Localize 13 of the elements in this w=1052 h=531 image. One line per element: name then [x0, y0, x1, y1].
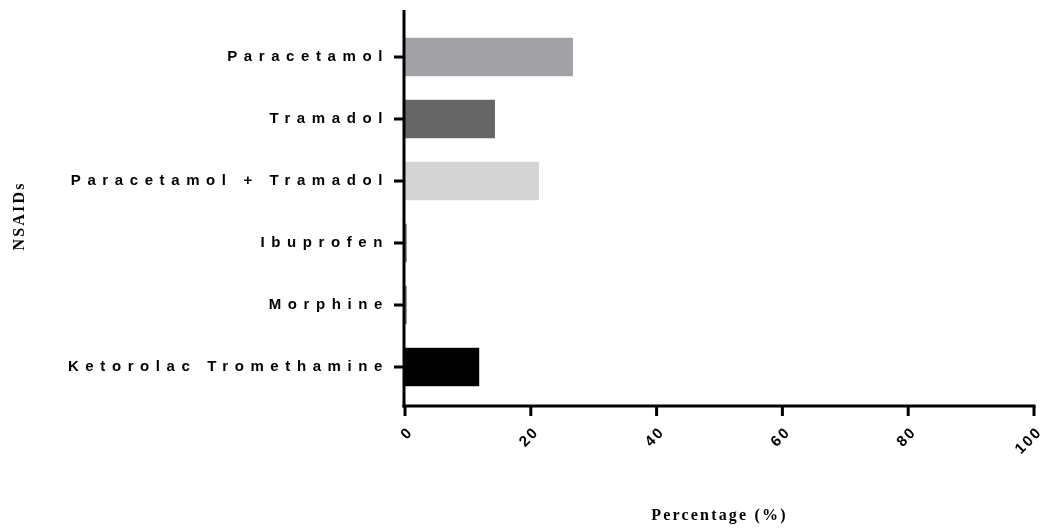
x-tick-label: 60	[766, 422, 794, 450]
x-axis-title: Percentage (%)	[651, 506, 788, 524]
x-tick-label: 0	[396, 422, 416, 443]
y-tick-label: Ketorolac Tromethamine	[67, 356, 389, 374]
x-tick-label: 40	[640, 422, 668, 450]
x-tick-label: 20	[515, 422, 542, 450]
y-axis-title: NSAIDs	[10, 181, 27, 251]
y-tick-label: Paracetamol + Tramadol	[70, 170, 389, 188]
y-tick-label: Morphine	[268, 294, 389, 312]
y-tick-label: Ibuprofen	[260, 232, 389, 250]
y-tick-label: Paracetamol	[227, 46, 389, 64]
x-tick-label: 80	[892, 422, 920, 450]
y-tick-label: Tramadol	[269, 108, 389, 126]
